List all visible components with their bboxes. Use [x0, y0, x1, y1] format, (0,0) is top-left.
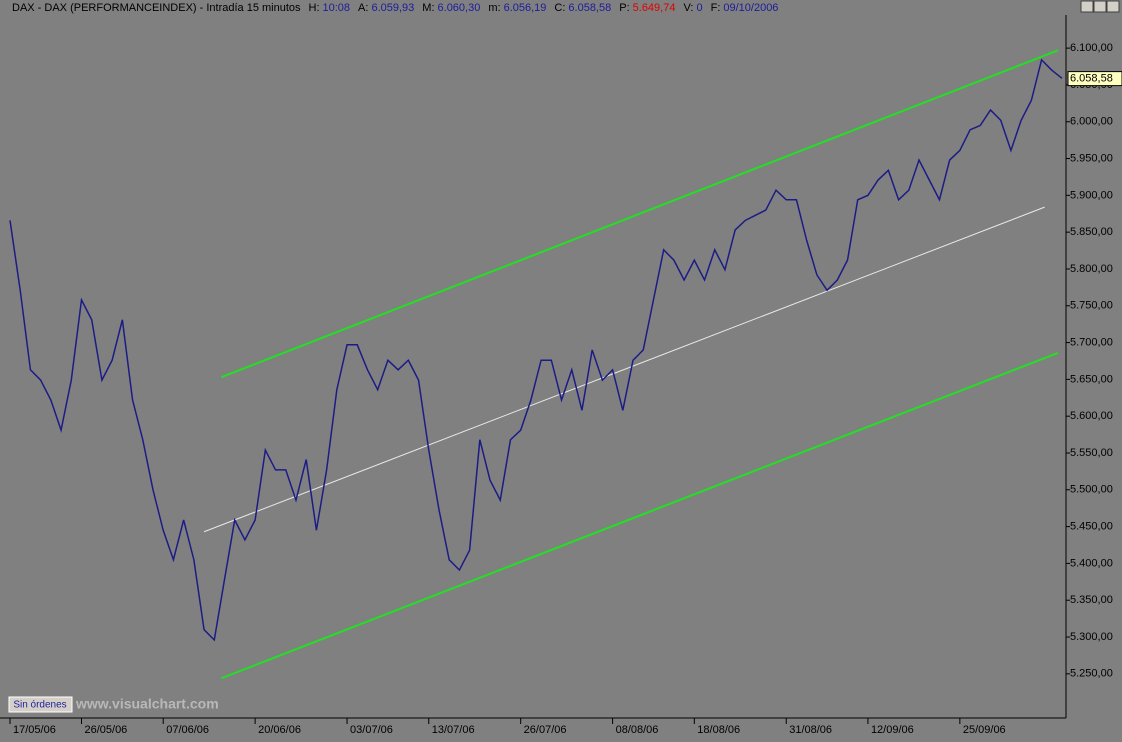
y-tick-label: 5.650,00	[1070, 373, 1113, 385]
last-price-label: 6.058,58	[1070, 73, 1113, 85]
orders-button-label[interactable]: Sin órdenes	[13, 700, 66, 711]
header-item-value: 6.058,58	[568, 2, 611, 14]
header-item-value: 09/10/2006	[723, 2, 778, 14]
watermark: www.visualchart.com	[75, 696, 219, 712]
channel-line	[203, 206, 1045, 533]
header-item-label: A:	[358, 2, 368, 14]
y-tick-label: 5.850,00	[1070, 226, 1113, 238]
y-tick-label: 5.800,00	[1070, 263, 1113, 275]
y-tick-label: 5.400,00	[1070, 557, 1113, 569]
y-tick-label: 5.600,00	[1070, 410, 1113, 422]
y-tick-label: 5.500,00	[1070, 484, 1113, 496]
header-item-value: 0	[696, 2, 702, 14]
maximize-button[interactable]	[1093, 0, 1107, 13]
header-item-value: 5.649,74	[633, 2, 676, 14]
x-tick-label: 03/07/06	[350, 724, 393, 736]
x-tick-label: 26/07/06	[524, 724, 567, 736]
x-tick-label: 20/06/06	[258, 724, 301, 736]
y-tick-label: 6.000,00	[1070, 116, 1113, 128]
x-tick-label: 26/05/06	[84, 724, 127, 736]
orders-button[interactable]	[8, 696, 73, 713]
header-item-value: 6.056,19	[504, 2, 547, 14]
y-tick-label: 5.550,00	[1070, 447, 1113, 459]
y-tick-label: 5.700,00	[1070, 336, 1113, 348]
last-price-box	[1067, 71, 1122, 87]
x-tick-label: 31/08/06	[789, 724, 832, 736]
header-item-label: m:	[488, 2, 500, 14]
y-tick-label: 5.750,00	[1070, 300, 1113, 312]
x-tick-label: 25/09/06	[963, 724, 1006, 736]
y-tick-label: 5.250,00	[1070, 668, 1113, 680]
y-tick-label: 5.350,00	[1070, 594, 1113, 606]
close-button[interactable]	[1106, 0, 1120, 13]
header-title: DAX - DAX (PERFORMANCEINDEX) - Intradía …	[12, 2, 301, 14]
y-tick-label: 5.900,00	[1070, 189, 1113, 201]
x-tick-label: 13/07/06	[432, 724, 475, 736]
header-item-label: M:	[422, 2, 434, 14]
x-tick-label: 18/08/06	[697, 724, 740, 736]
minimize-button[interactable]	[1080, 0, 1094, 13]
y-tick-label: 5.300,00	[1070, 631, 1113, 643]
header: DAX - DAX (PERFORMANCEINDEX) - Intradía …	[12, 2, 778, 14]
y-tick-label: 5.450,00	[1070, 521, 1113, 533]
window-buttons	[1080, 0, 1120, 13]
x-tick-label: 07/06/06	[166, 724, 209, 736]
header-item-label: C:	[554, 2, 565, 14]
header-item-value: 10:08	[323, 2, 351, 14]
header-item-label: F:	[711, 2, 721, 14]
x-tick-label: 12/09/06	[871, 724, 914, 736]
header-item-label: V:	[683, 2, 693, 14]
y-tick-label: 5.950,00	[1070, 152, 1113, 164]
header-item-label: P:	[619, 2, 629, 14]
x-tick-label: 08/08/06	[616, 724, 659, 736]
y-tick-label: 6.100,00	[1070, 42, 1113, 54]
header-item-label: H:	[309, 2, 320, 14]
x-tick-label: 17/05/06	[13, 724, 56, 736]
header-item-value: 6.060,30	[438, 2, 481, 14]
channel-line	[221, 351, 1059, 680]
channel-line	[221, 49, 1059, 379]
price-line	[9, 58, 1063, 642]
header-item-value: 6.059,93	[371, 2, 414, 14]
